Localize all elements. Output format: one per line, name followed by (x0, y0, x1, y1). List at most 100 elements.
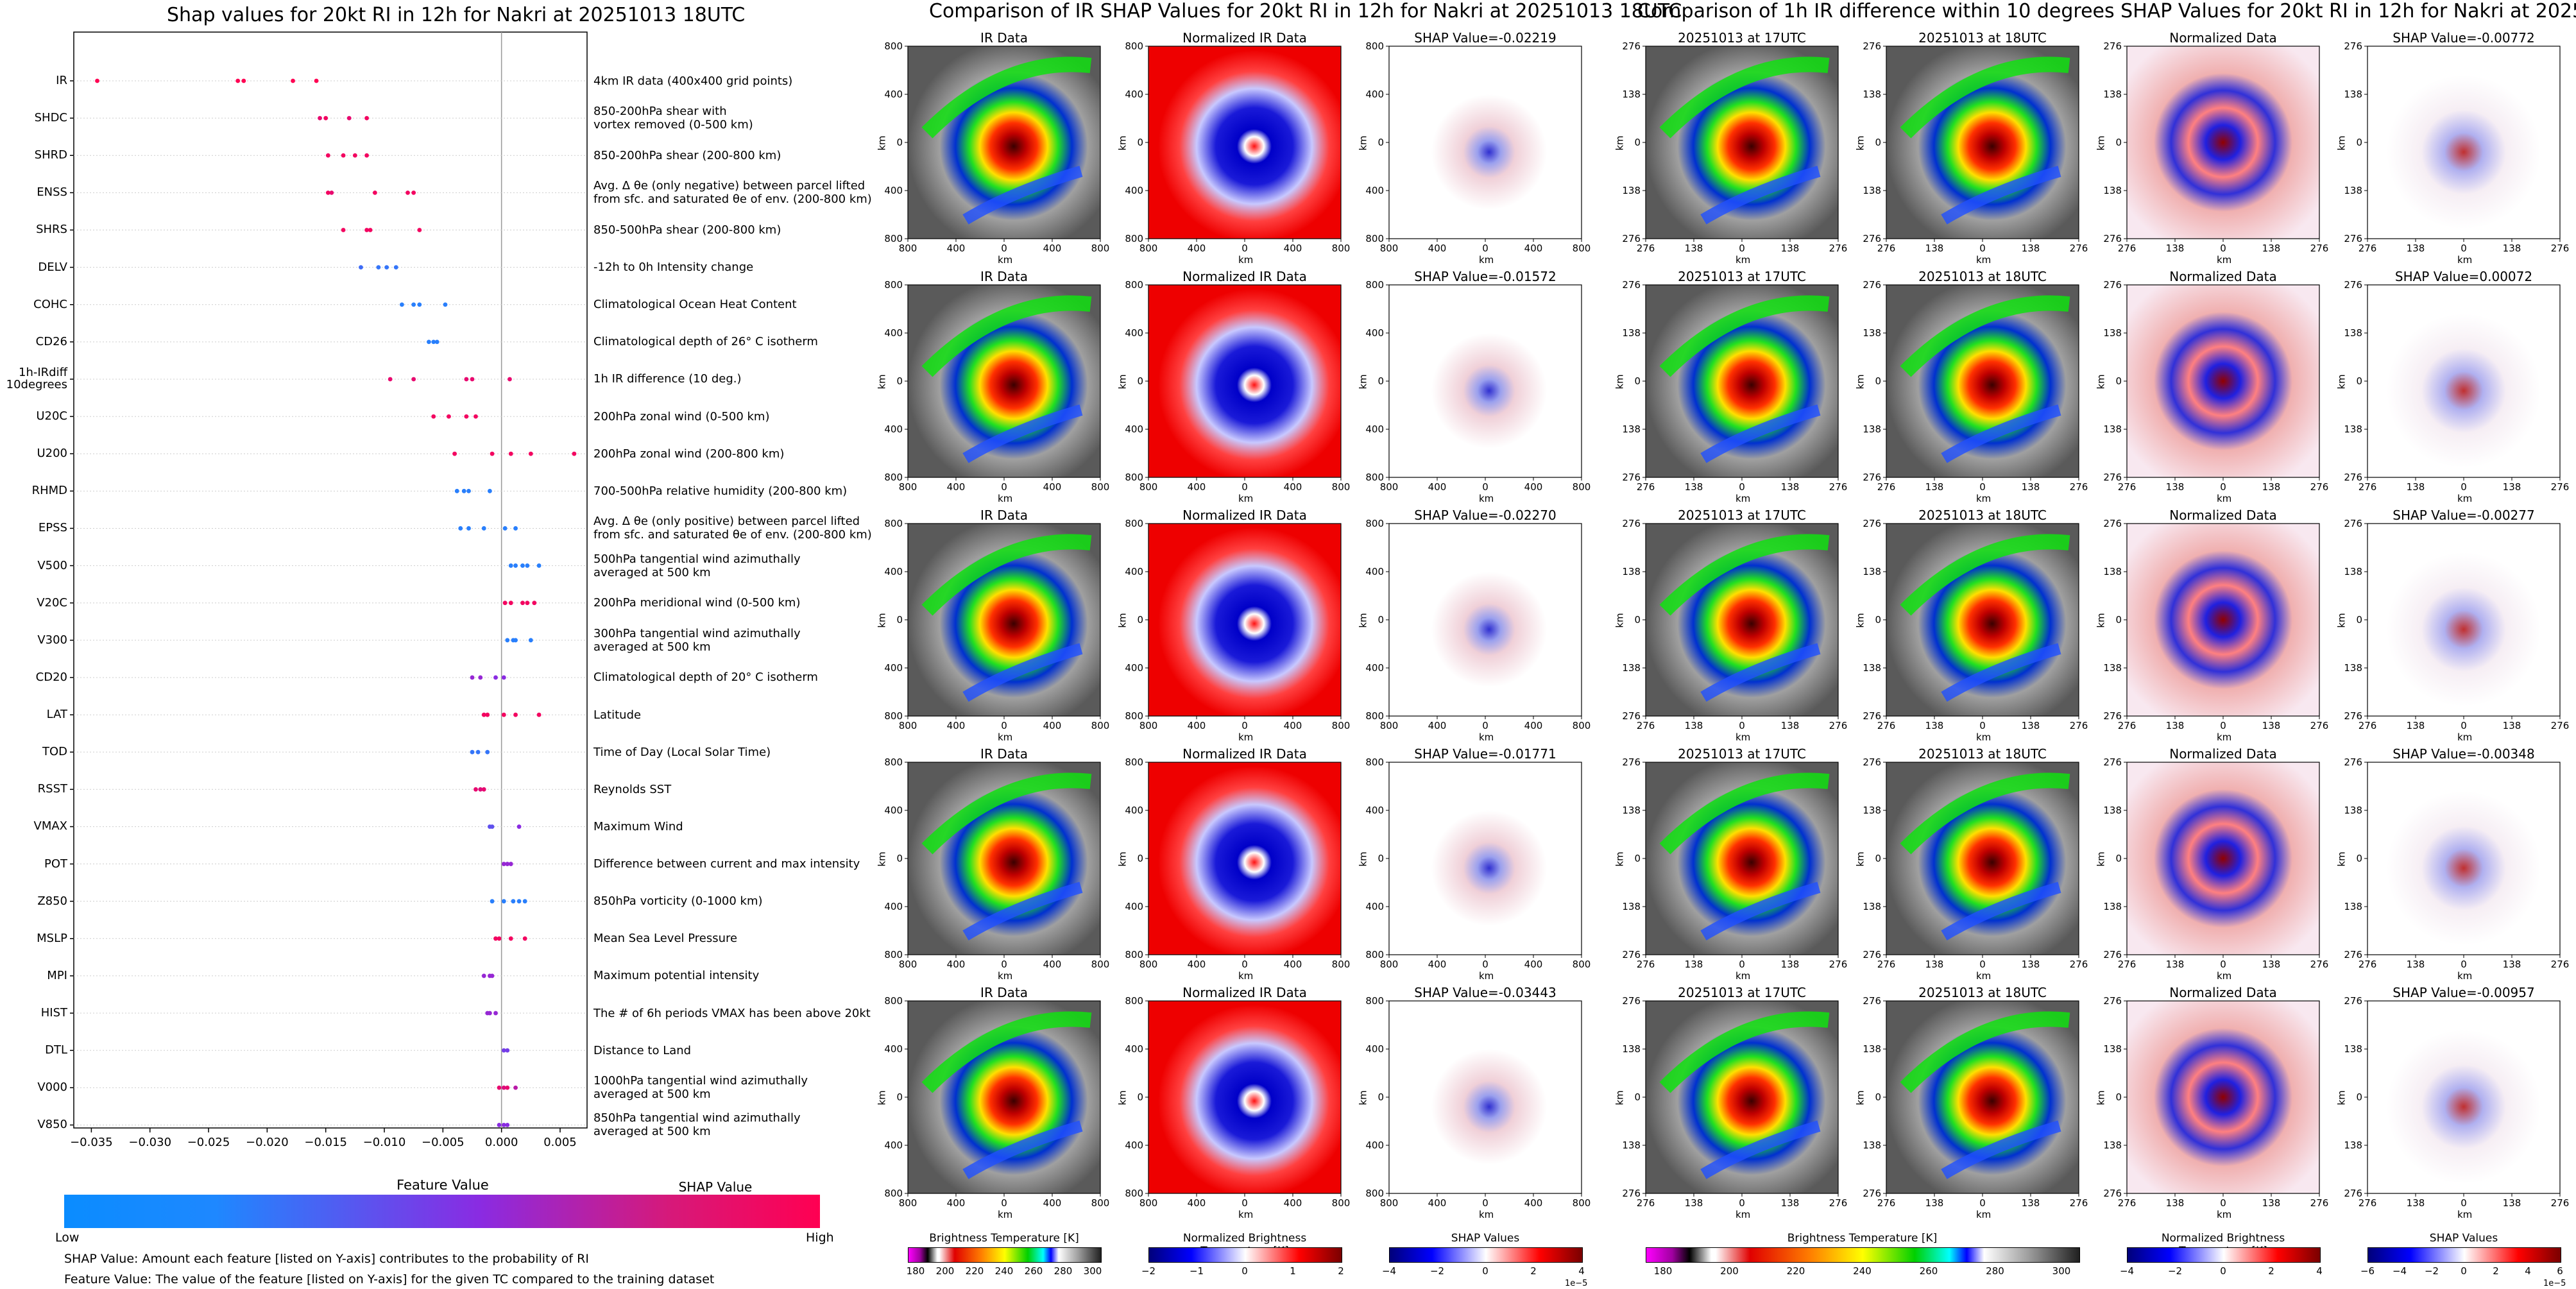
xtick-label: 400 (1043, 481, 1062, 493)
irdiff-panel-r2c0-title: 20251013 at 17UTC (1678, 508, 1806, 523)
shap-point (373, 190, 377, 195)
yaxis-km-label: km (1854, 851, 1866, 867)
ytick-label: 0 (896, 1091, 903, 1103)
shap-point (95, 78, 99, 83)
spiral-band (1941, 1120, 2061, 1179)
xaxis-km-label: km (1479, 254, 1494, 266)
ir-bt-colorbar-label: Brightness Temperature [K] (929, 1232, 1079, 1245)
xaxis-km-label: km (2457, 493, 2473, 504)
xtick-label: 0.000 (485, 1136, 518, 1149)
yaxis-km-label: km (2095, 135, 2107, 151)
ir-bt-colorbar-tick: 260 (1024, 1265, 1043, 1277)
ir-shap-colorbar-tick: 4 (1578, 1265, 1585, 1277)
xtick-label: 276 (2070, 243, 2088, 254)
ytick-label: 276 (1863, 518, 1881, 529)
xtick-label: 800 (1139, 959, 1158, 970)
ytick-label: 138 (1622, 662, 1641, 674)
note-shap-value: SHAP Value: Amount each feature [listed … (64, 1252, 589, 1266)
shap-point (405, 190, 410, 195)
xtick-label: 800 (899, 1197, 917, 1209)
shap-point (508, 862, 513, 866)
ytick-label: 138 (2103, 89, 2122, 100)
shap-point (314, 78, 319, 83)
xtick-label: 138 (1685, 243, 1703, 254)
xtick-label: 800 (899, 720, 917, 731)
irdiff-panel-r0c1-title: 20251013 at 18UTC (1918, 30, 2047, 46)
feature-description: 850hPa vorticity (0-1000 km) (593, 894, 763, 909)
xtick-label: 800 (1091, 720, 1110, 731)
xtick-label: 138 (1781, 481, 1800, 493)
ytick-label: 276 (2344, 472, 2362, 483)
spiral-band (1700, 643, 1821, 702)
shap-point (411, 190, 416, 195)
ir-bt-colorbar-tick: 300 (1083, 1265, 1102, 1277)
xtick-label: 0 (1739, 1197, 1745, 1209)
ytick-label: 800 (1365, 756, 1384, 768)
ytick-label: 138 (1622, 805, 1641, 816)
irdiff-shap-colorbar-exponent: 1e−5 (2543, 1279, 2566, 1288)
shap-point (536, 712, 542, 717)
xtick-label: 400 (947, 481, 966, 493)
xtick-label: 276 (2310, 720, 2329, 731)
legend-high-label: High (806, 1231, 834, 1245)
ytick-label: 276 (1622, 1188, 1641, 1199)
ytick-label: 0 (1137, 1091, 1143, 1103)
ir-panel-r2c2-image (1389, 524, 1582, 716)
xtick-label: 276 (1829, 1197, 1848, 1209)
ytick-label: 276 (2103, 233, 2122, 244)
xtick-label: 138 (2166, 959, 2185, 970)
ytick-label: 0 (1137, 853, 1143, 864)
shap-point (400, 302, 404, 307)
xtick-label: 400 (1428, 720, 1447, 731)
shap-point (481, 973, 486, 978)
xtick-label: 276 (1877, 243, 1896, 254)
irdiff-panel-r1c1-title: 20251013 at 18UTC (1918, 269, 2047, 284)
feature-label-mpi: MPI (47, 968, 67, 982)
ytick-label: 138 (2103, 1043, 2122, 1055)
plot-frame (73, 31, 588, 1129)
shap-point (513, 563, 518, 568)
spiral-band (1700, 882, 1821, 941)
shap-point (325, 190, 330, 195)
ytick-label: 400 (884, 662, 903, 674)
irdiff-panel-r1c3-title: SHAP Value=0.00072 (2394, 269, 2533, 284)
irdiff-shap-colorbar-tick: −4 (2392, 1265, 2407, 1277)
shap-point (452, 451, 457, 456)
ytick-label: 0 (1378, 614, 1384, 626)
irdiff-shap-colorbar-tick: 2 (2493, 1265, 2499, 1277)
feature-label-u200: U200 (37, 447, 67, 461)
feature-description: Avg. Δ θe (only positive) between parcel… (593, 515, 872, 542)
ytick-label: 138 (2344, 89, 2362, 100)
shap-point (325, 153, 330, 158)
xtick-label: 0 (1241, 243, 1248, 254)
shap-point (516, 899, 522, 904)
xtick-label: 138 (2166, 720, 2185, 731)
ytick-label: 0 (2115, 614, 2122, 626)
ytick-label: 276 (2344, 279, 2362, 291)
irdiff-panel-r4c3-image (2367, 1001, 2560, 1193)
ytick-label: 800 (1365, 233, 1384, 244)
ytick-label: 276 (1622, 756, 1641, 768)
xtick-label: 0 (1001, 481, 1007, 493)
xaxis-km-label: km (2457, 731, 2473, 743)
xtick-label: 276 (2551, 243, 2570, 254)
xtick-label: 0 (2461, 481, 2467, 493)
feature-label-cd26: CD26 (35, 334, 67, 348)
shap-point (470, 675, 475, 680)
ytick-label: 800 (1365, 995, 1384, 1007)
feature-label-1h-irdiff: 1h-IRdiff 10degrees (6, 365, 67, 391)
ir-panel-r1c2-image (1389, 285, 1582, 477)
irdiff-panel-r0c2-title: Normalized Data (2169, 30, 2277, 46)
shap-point (393, 265, 398, 270)
